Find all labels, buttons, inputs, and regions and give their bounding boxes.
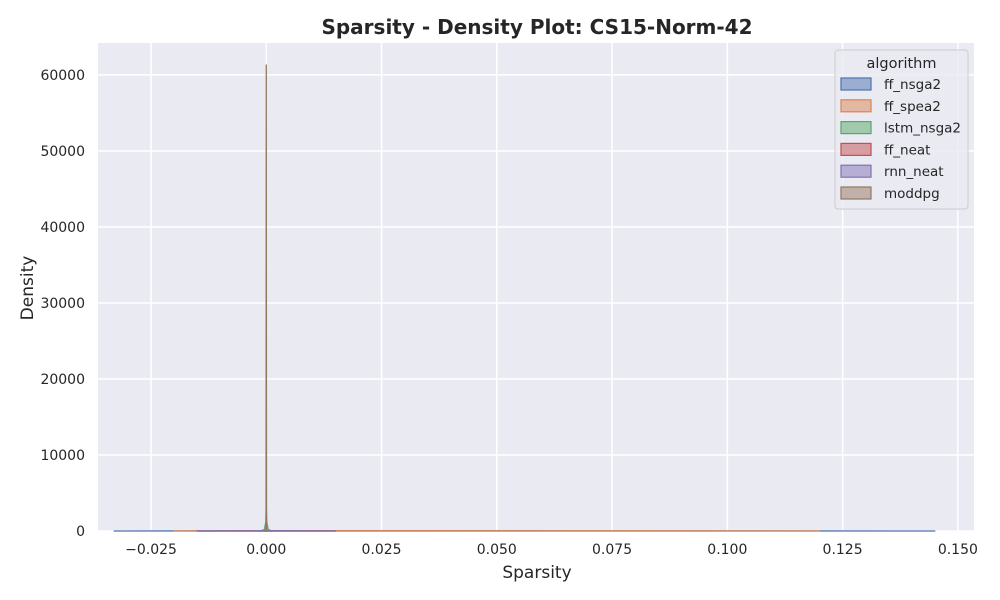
- legend-label-ff-nsga2: ff_nsga2: [884, 77, 941, 93]
- y-tick-label: 40000: [40, 220, 85, 236]
- chart-title: Sparsity - Density Plot: CS15-Norm-42: [321, 15, 752, 39]
- legend: algorithm ff_nsga2ff_spea2lstm_nsga2ff_n…: [834, 49, 969, 210]
- x-tick-label: 0.050: [477, 542, 517, 558]
- legend-swatch-lstm-nsga2: [840, 120, 872, 135]
- x-tick-label: −0.025: [125, 542, 177, 558]
- legend-swatch-ff-neat: [840, 142, 872, 156]
- legend-swatch-rnn-neat: [840, 164, 872, 178]
- legend-swatch-ff-nsga2: [840, 77, 872, 91]
- legend-label-rnn-neat: rnn_neat: [884, 164, 944, 180]
- x-tick-label: 0.025: [362, 542, 402, 558]
- grid-lines: [98, 43, 974, 532]
- y-tick-label: 30000: [40, 296, 85, 312]
- legend-items: ff_nsga2 ff_spea2 lstm_nsga2 ff_neat rnn_nea…: [840, 77, 961, 202]
- density-series: [113, 64, 936, 532]
- legend-label-moddpg: moddpg: [884, 186, 940, 202]
- x-tick-label: 0.000: [246, 542, 286, 558]
- y-tick-label: 60000: [40, 68, 85, 84]
- y-axis-label: Density: [18, 256, 38, 321]
- y-tick-label: 50000: [40, 144, 85, 160]
- legend-title: algorithm: [867, 56, 937, 72]
- y-tick-label: 0: [76, 524, 85, 540]
- x-tick-label: 0.150: [938, 542, 978, 558]
- x-tick-label: 0.125: [823, 542, 863, 558]
- legend-swatch-moddpg: [840, 186, 872, 200]
- x-axis-label: Sparsity: [502, 563, 571, 583]
- y-tick-label: 20000: [40, 372, 85, 388]
- x-tick-label: 0.100: [707, 542, 747, 558]
- y-tick-label: 10000: [40, 448, 85, 464]
- legend-swatch-ff-spea2: [840, 99, 872, 113]
- legend-label-lstm-nsga2: lstm_nsga2: [884, 121, 961, 137]
- x-tick-label: 0.075: [592, 542, 632, 558]
- legend-label-ff-spea2: ff_spea2: [884, 99, 941, 115]
- tick-labels: −0.025 0.000 0.025 0.050 0.075 0.100 0.125 0.15…: [40, 68, 977, 558]
- legend-label-ff-neat: ff_neat: [884, 142, 930, 158]
- plot-background: [98, 43, 974, 531]
